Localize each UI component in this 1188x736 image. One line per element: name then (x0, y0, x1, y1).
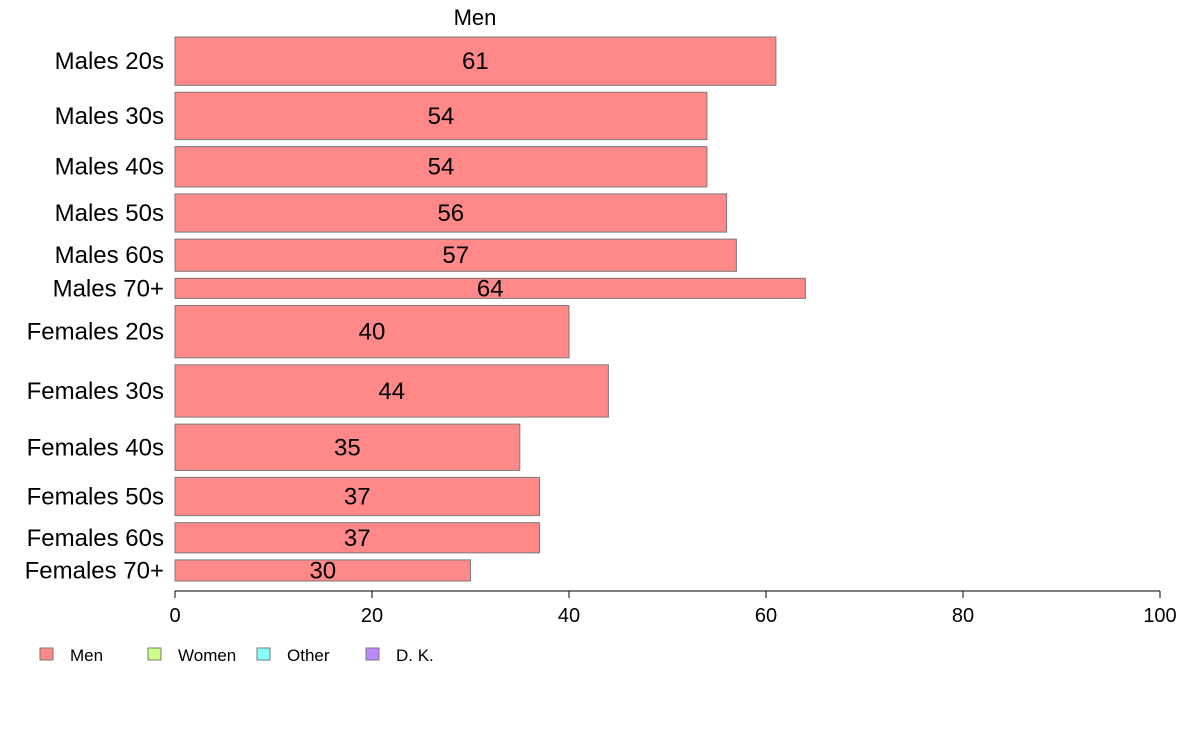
x-tick-label-60: 60 (755, 605, 777, 627)
value-label-males-70plus: 64 (477, 275, 504, 302)
legend-swatch-d-k (365, 647, 380, 661)
value-label-females-30s: 44 (378, 378, 405, 405)
x-tick-label-20: 20 (361, 605, 383, 627)
bar-males-30s (174, 91, 708, 141)
bar-males-40s (174, 146, 708, 188)
bar-males-20s (174, 36, 777, 86)
value-label-males-50s: 56 (437, 200, 464, 227)
category-label-females-60s: Females 60s (27, 525, 164, 552)
legend-swatch-men (39, 647, 54, 661)
legend-label-women: Women (178, 646, 236, 665)
bar-males-50s (174, 193, 728, 233)
value-label-males-20s: 61 (462, 48, 489, 75)
legend-label-other: Other (287, 646, 330, 665)
chart-title: Men (454, 5, 497, 30)
category-label-females-30s: Females 30s (27, 378, 164, 405)
category-label-males-50s: Males 50s (55, 200, 164, 227)
category-label-females-40s: Females 40s (27, 434, 164, 461)
value-label-males-60s: 57 (442, 242, 469, 269)
category-label-males-30s: Males 30s (55, 103, 164, 130)
category-label-females-70plus: Females 70+ (25, 557, 164, 584)
category-label-females-20s: Females 20s (27, 319, 164, 346)
value-label-females-50s: 37 (344, 484, 371, 511)
value-label-females-20s: 40 (359, 319, 386, 346)
value-labels: 61 54 54 56 57 64 40 44 35 37 37 30 (309, 48, 503, 584)
bars-group (174, 36, 806, 582)
legend: Men Women Other D. K. (39, 646, 434, 665)
x-tick-label-100: 100 (1143, 605, 1176, 627)
x-tick-label-80: 80 (952, 605, 974, 627)
legend-swatch-other (256, 647, 271, 661)
category-label-males-70plus: Males 70+ (53, 275, 164, 302)
bar-females-40s (174, 423, 521, 471)
value-label-females-60s: 37 (344, 525, 371, 552)
x-tick-label-40: 40 (558, 605, 580, 627)
bar-males-60s (174, 238, 737, 272)
value-label-males-40s: 54 (428, 154, 455, 181)
value-label-males-30s: 54 (428, 103, 455, 130)
bar-females-70plus (174, 559, 471, 582)
bar-females-20s (174, 305, 570, 359)
bar-females-50s (174, 476, 540, 517)
x-axis: 0 20 40 60 80 100 (169, 590, 1177, 627)
legend-label-d-k: D. K. (396, 646, 434, 665)
bar-females-60s (174, 522, 540, 554)
category-label-males-20s: Males 20s (55, 48, 164, 75)
value-label-females-40s: 35 (334, 434, 361, 461)
category-label-males-60s: Males 60s (55, 242, 164, 269)
x-tick-label-0: 0 (169, 605, 180, 627)
bar-females-30s (174, 364, 609, 418)
legend-swatch-women (147, 647, 162, 661)
value-label-females-70plus: 30 (309, 557, 336, 584)
category-label-males-40s: Males 40s (55, 154, 164, 181)
category-label-females-50s: Females 50s (27, 484, 164, 511)
legend-label-men: Men (70, 646, 103, 665)
category-labels: Males 20s Males 30s Males 40s Males 50s Male… (25, 48, 164, 584)
bar-males-70plus (174, 277, 806, 299)
